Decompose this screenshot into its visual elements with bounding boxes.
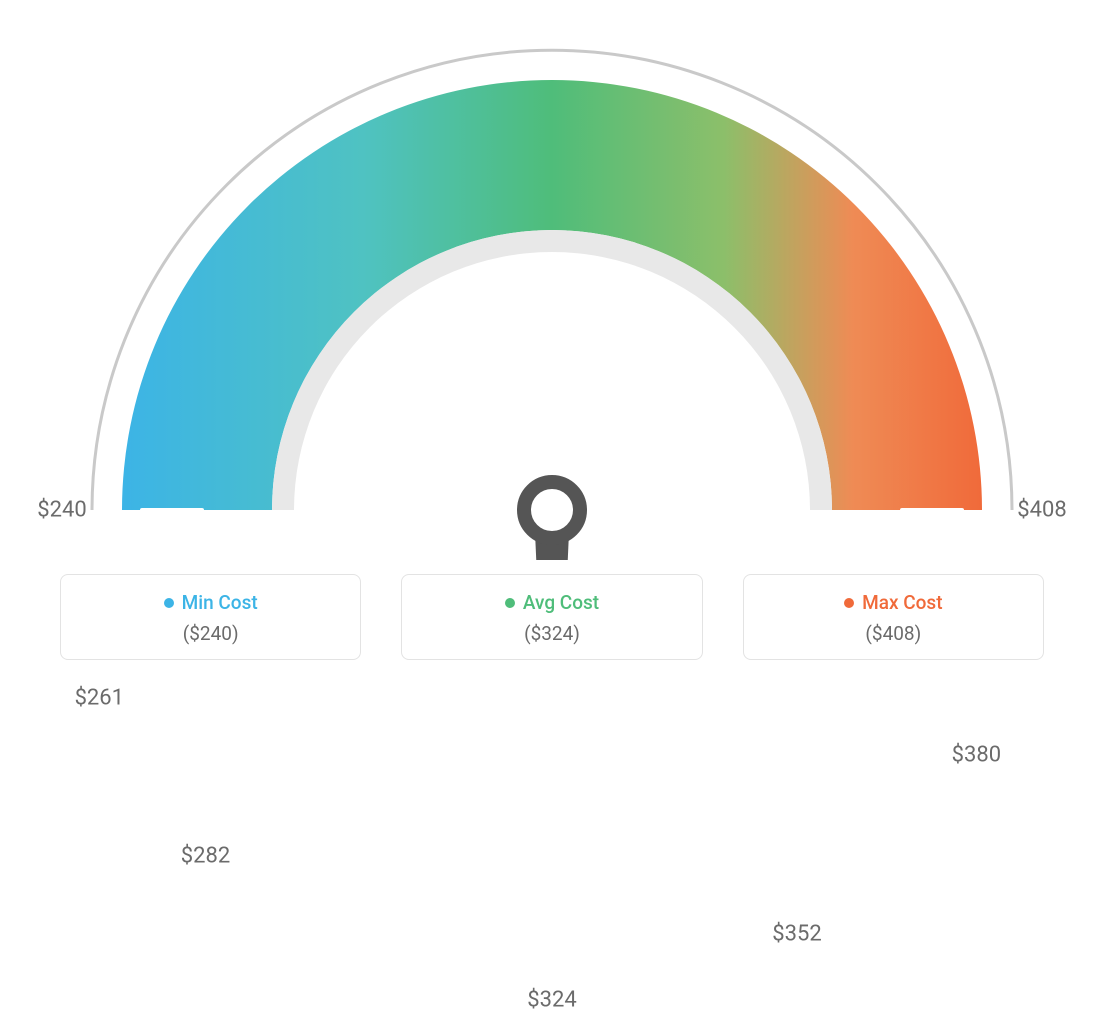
legend-value-avg: ($324) <box>524 622 580 645</box>
gauge-tick-label: $380 <box>952 743 1001 768</box>
legend-title-min: Min Cost <box>164 591 258 614</box>
gauge-tick-label: $240 <box>37 498 86 523</box>
gauge-tick-label: $408 <box>1017 498 1066 523</box>
legend-title-avg: Avg Cost <box>505 591 599 614</box>
gauge-chart: $240$261$282$324$352$380$408 <box>0 0 1104 560</box>
legend-card-avg: Avg Cost ($324) <box>401 574 702 660</box>
legend-label-max: Max Cost <box>862 591 942 614</box>
legend-dot-max <box>844 598 854 608</box>
legend-label-avg: Avg Cost <box>523 591 599 614</box>
legend-value-min: ($240) <box>183 622 239 645</box>
gauge-tick-label: $352 <box>772 922 821 947</box>
gauge-tick-label: $324 <box>527 988 576 1013</box>
legend-label-min: Min Cost <box>182 591 258 614</box>
legend-card-max: Max Cost ($408) <box>743 574 1044 660</box>
legend-card-min: Min Cost ($240) <box>60 574 361 660</box>
legend-row: Min Cost ($240) Avg Cost ($324) Max Cost… <box>0 574 1104 660</box>
gauge-svg <box>0 0 1104 560</box>
gauge-tick-label: $261 <box>75 685 124 710</box>
legend-dot-avg <box>505 598 515 608</box>
legend-dot-min <box>164 598 174 608</box>
legend-value-max: ($408) <box>865 622 921 645</box>
legend-title-max: Max Cost <box>844 591 942 614</box>
gauge-tick-label: $282 <box>181 844 230 869</box>
